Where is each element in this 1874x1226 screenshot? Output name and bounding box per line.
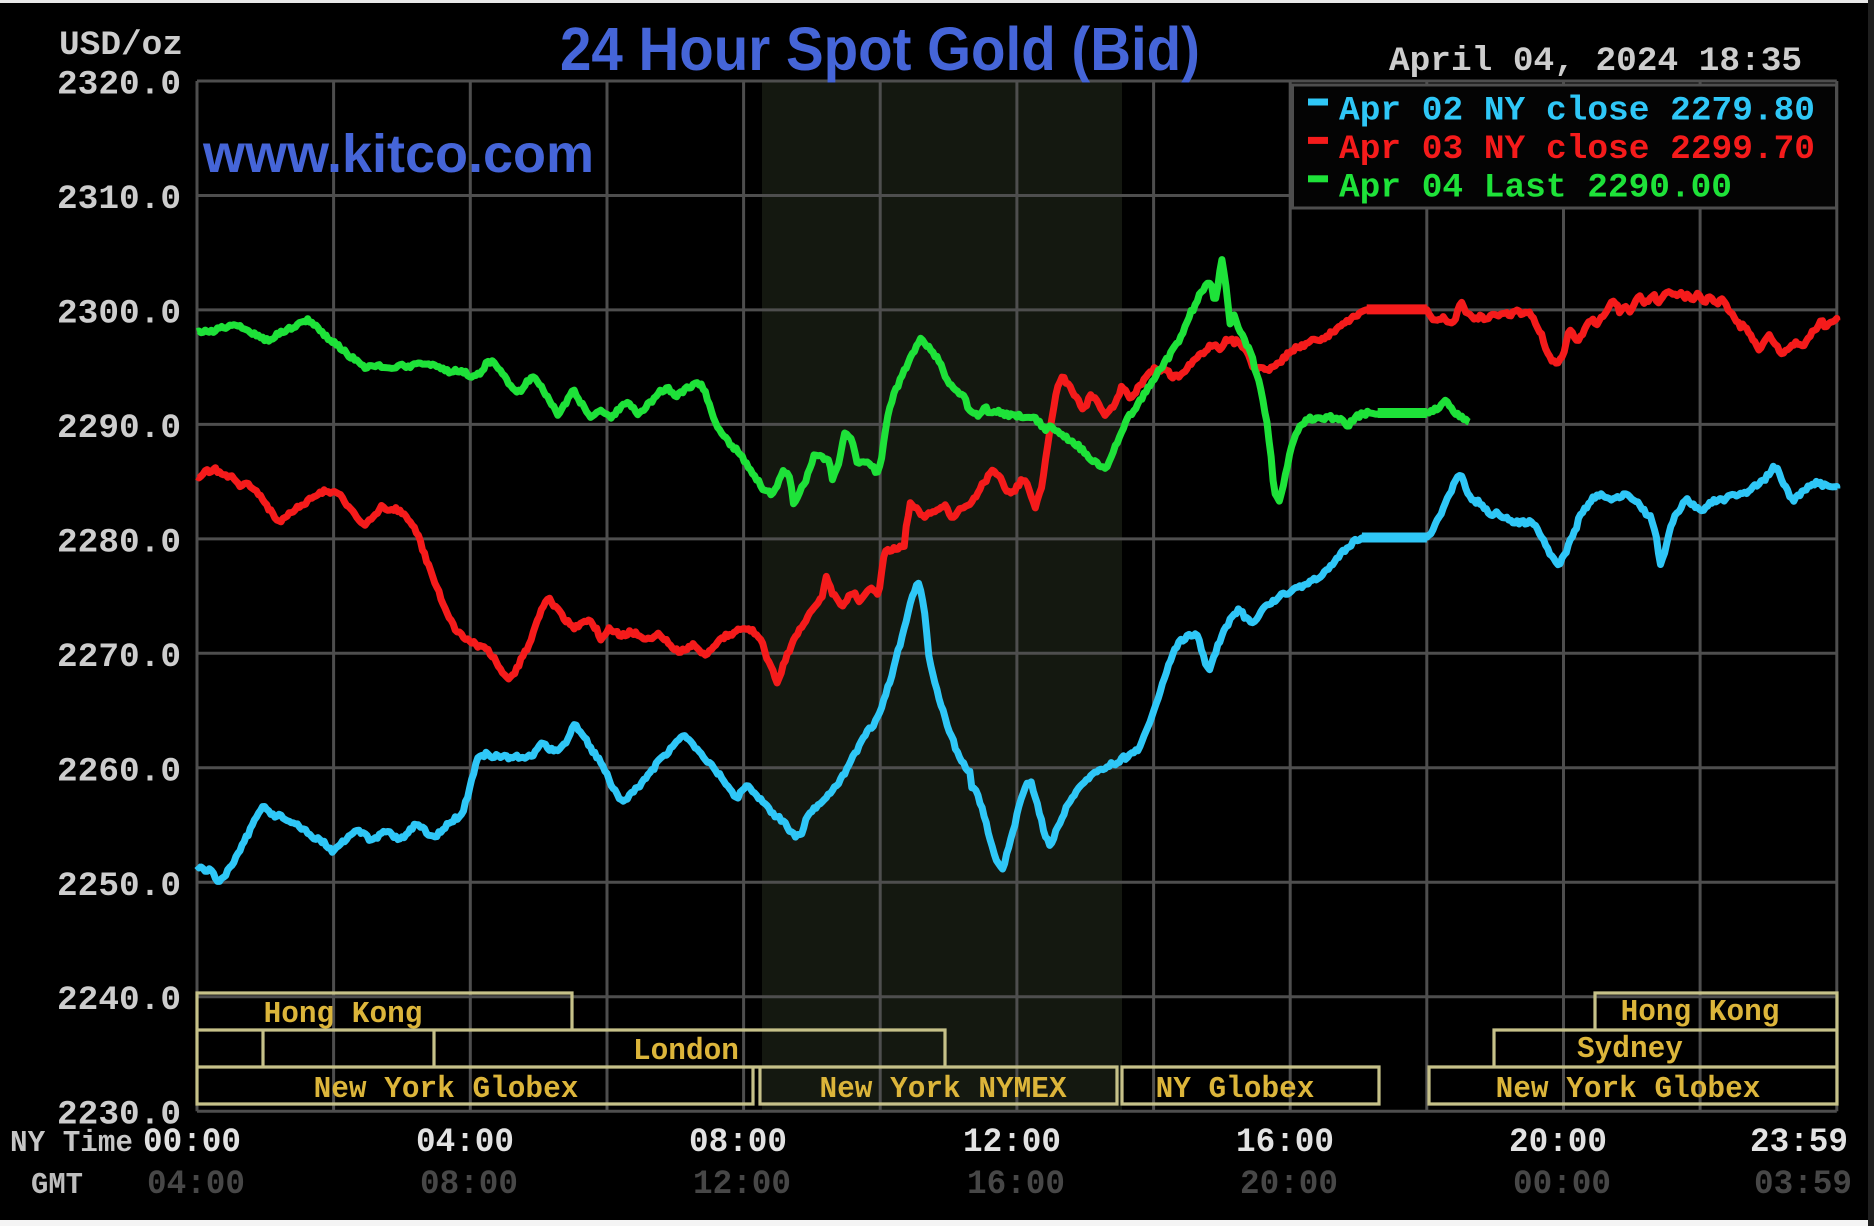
svg-text:12:00: 12:00 [963, 1124, 1061, 1162]
svg-text:Sydney: Sydney [1577, 1032, 1683, 1067]
svg-text:00:00: 00:00 [1513, 1166, 1611, 1204]
svg-text:2260.0: 2260.0 [57, 752, 181, 791]
svg-text:2280.0: 2280.0 [57, 523, 181, 562]
svg-text:Apr 03 NY close 2299.70: Apr 03 NY close 2299.70 [1339, 130, 1815, 169]
svg-text:www.kitco.com: www.kitco.com [202, 124, 594, 184]
svg-text:24 Hour Spot Gold (Bid): 24 Hour Spot Gold (Bid) [560, 15, 1200, 83]
svg-text:12:00: 12:00 [693, 1166, 791, 1204]
svg-text:Hong Kong: Hong Kong [264, 997, 423, 1032]
svg-text:Hong Kong: Hong Kong [1621, 995, 1780, 1030]
svg-text:16:00: 16:00 [1236, 1124, 1334, 1162]
svg-text:USD/oz: USD/oz [59, 26, 183, 65]
svg-text:April 04, 2024 18:35: April 04, 2024 18:35 [1389, 42, 1802, 81]
svg-text:2230.0: 2230.0 [57, 1096, 181, 1135]
svg-text:23:59: 23:59 [1750, 1124, 1848, 1162]
svg-text:London: London [633, 1034, 739, 1069]
svg-text:20:00: 20:00 [1240, 1166, 1338, 1204]
svg-text:New York Globex: New York Globex [1496, 1072, 1761, 1107]
svg-text:04:00: 04:00 [147, 1166, 245, 1204]
svg-text:2290.0: 2290.0 [57, 409, 181, 448]
svg-text:00:00: 00:00 [143, 1124, 241, 1162]
svg-text:2250.0: 2250.0 [57, 867, 181, 906]
svg-text:NY Time: NY Time [10, 1126, 133, 1161]
svg-text:New York NYMEX: New York NYMEX [820, 1072, 1067, 1107]
svg-text:16:00: 16:00 [967, 1166, 1065, 1204]
svg-text:New York Globex: New York Globex [314, 1072, 579, 1107]
svg-text:2310.0: 2310.0 [57, 180, 181, 219]
svg-text:03:59: 03:59 [1754, 1166, 1852, 1204]
svg-text:NY Globex: NY Globex [1156, 1072, 1315, 1107]
svg-text:2320.0: 2320.0 [57, 66, 181, 105]
svg-text:2240.0: 2240.0 [57, 981, 181, 1020]
svg-text:04:00: 04:00 [416, 1124, 514, 1162]
svg-text:2300.0: 2300.0 [57, 294, 181, 333]
svg-text:Apr 04 Last 2290.00: Apr 04 Last 2290.00 [1339, 168, 1732, 207]
svg-text:08:00: 08:00 [420, 1166, 518, 1204]
svg-text:20:00: 20:00 [1509, 1124, 1607, 1162]
svg-text:2270.0: 2270.0 [57, 638, 181, 677]
svg-text:Apr 02 NY close 2279.80: Apr 02 NY close 2279.80 [1339, 92, 1815, 131]
svg-text:GMT: GMT [31, 1168, 83, 1203]
svg-text:08:00: 08:00 [689, 1124, 787, 1162]
